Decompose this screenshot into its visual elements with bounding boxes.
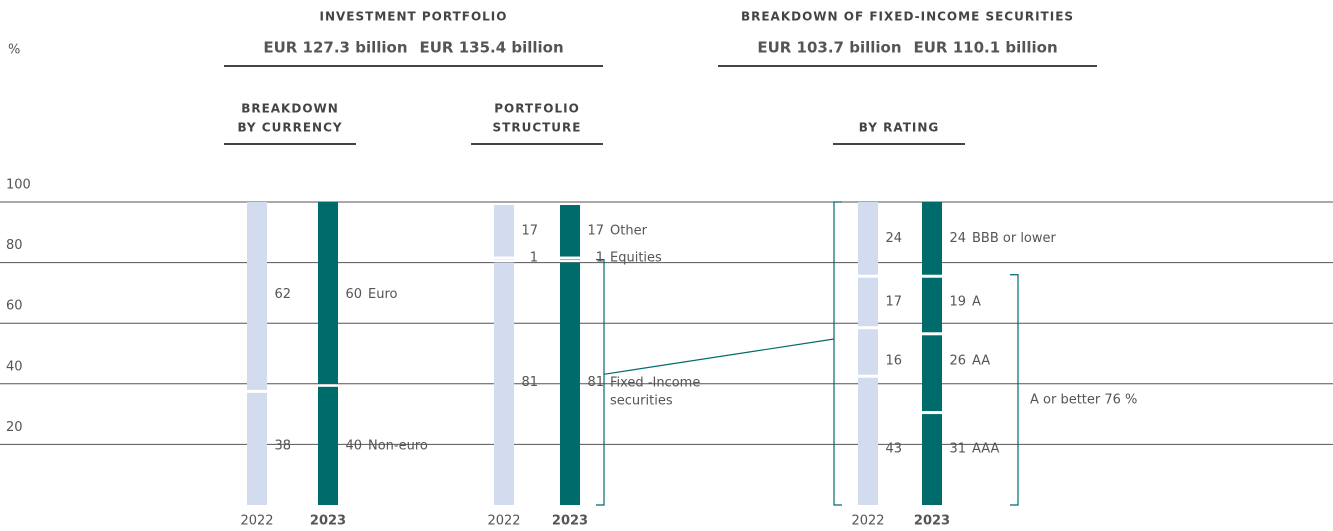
segment-name-line: Fixed -Income	[610, 375, 704, 390]
bar-segment	[318, 386, 338, 505]
bar-segment	[560, 262, 580, 505]
value-label: 60	[345, 287, 362, 302]
y-tick-label: 100	[6, 178, 31, 193]
header-amount: EUR 127.3 billion	[263, 39, 407, 57]
value-label: 62	[274, 287, 291, 302]
bracket	[596, 258, 605, 506]
segment-name: BBB or lower	[972, 231, 1057, 246]
y-tick-label: 80	[6, 238, 23, 253]
year-label: 2022	[487, 514, 520, 529]
header-amount: EUR 110.1 billion	[914, 39, 1058, 57]
bar-segment	[494, 262, 514, 505]
segment-name: Equities	[610, 251, 662, 266]
value-label: 19	[949, 294, 966, 309]
segment-name: Fixed -Income securities	[610, 375, 704, 408]
bar-segment	[922, 202, 942, 275]
header-title: INVESTMENT PORTFOLIO	[320, 10, 508, 24]
group-title: BY CURRENCY	[237, 121, 342, 135]
annotation: A or better 76 %	[1030, 393, 1137, 408]
year-label: 2022	[851, 514, 884, 529]
header-amount: EUR 103.7 billion	[757, 39, 901, 57]
value-label: 17	[885, 294, 902, 309]
value-label: 16	[885, 354, 902, 369]
segment-name-line: securities	[610, 393, 673, 408]
segment-name: Other	[610, 223, 648, 238]
bar-segment	[560, 259, 580, 261]
group-title: STRUCTURE	[493, 121, 582, 135]
connector	[603, 338, 835, 375]
bar-segment	[858, 277, 878, 327]
value-label: 40	[345, 438, 362, 453]
year-label: 2023	[914, 514, 950, 529]
group-title: BY RATING	[859, 121, 940, 135]
unit-label: %	[8, 43, 20, 58]
bar-segment	[922, 414, 942, 505]
year-label: 2022	[240, 514, 273, 529]
segment-name: Non-euro	[368, 438, 428, 453]
segment-name: AA	[972, 354, 990, 369]
header-title: BREAKDOWN OF FIXED-INCOME SECURITIES	[741, 10, 1074, 24]
y-tick-label: 60	[6, 299, 23, 314]
value-label: 1	[596, 251, 604, 266]
y-tick-label: 20	[6, 420, 23, 435]
bracket	[1010, 274, 1019, 506]
value-label: 38	[274, 438, 291, 453]
bar-segment	[247, 202, 267, 390]
bar-segment	[858, 329, 878, 375]
bar-segment	[494, 259, 514, 261]
value-label: 26	[949, 354, 966, 369]
segment-name: A	[972, 294, 981, 309]
group-title: BREAKDOWN	[241, 102, 339, 116]
header-amount: EUR 135.4 billion	[420, 39, 564, 57]
group-title: PORTFOLIO	[494, 102, 580, 116]
y-tick-label: 40	[6, 359, 23, 374]
year-label: 2023	[552, 514, 588, 529]
value-label: 17	[587, 223, 604, 238]
year-label: 2023	[310, 514, 346, 529]
bar-segment	[318, 202, 338, 384]
bar-segment	[858, 202, 878, 275]
value-label: 17	[521, 223, 538, 238]
segment-name: AAA	[972, 441, 1000, 456]
value-label: 24	[949, 231, 966, 246]
value-label: 81	[587, 375, 604, 390]
bar-segment	[922, 335, 942, 412]
value-label: 81	[521, 375, 538, 390]
value-label: 31	[949, 441, 966, 456]
value-label: 24	[885, 231, 902, 246]
value-label: 1	[530, 251, 538, 266]
bracket	[833, 201, 842, 506]
segment-name: Euro	[368, 287, 398, 302]
bar-segment	[858, 377, 878, 505]
bar-segment	[922, 277, 942, 333]
bar-segment	[494, 205, 514, 257]
bar-segment	[247, 392, 267, 505]
bar-segment	[560, 205, 580, 257]
value-label: 43	[885, 441, 902, 456]
